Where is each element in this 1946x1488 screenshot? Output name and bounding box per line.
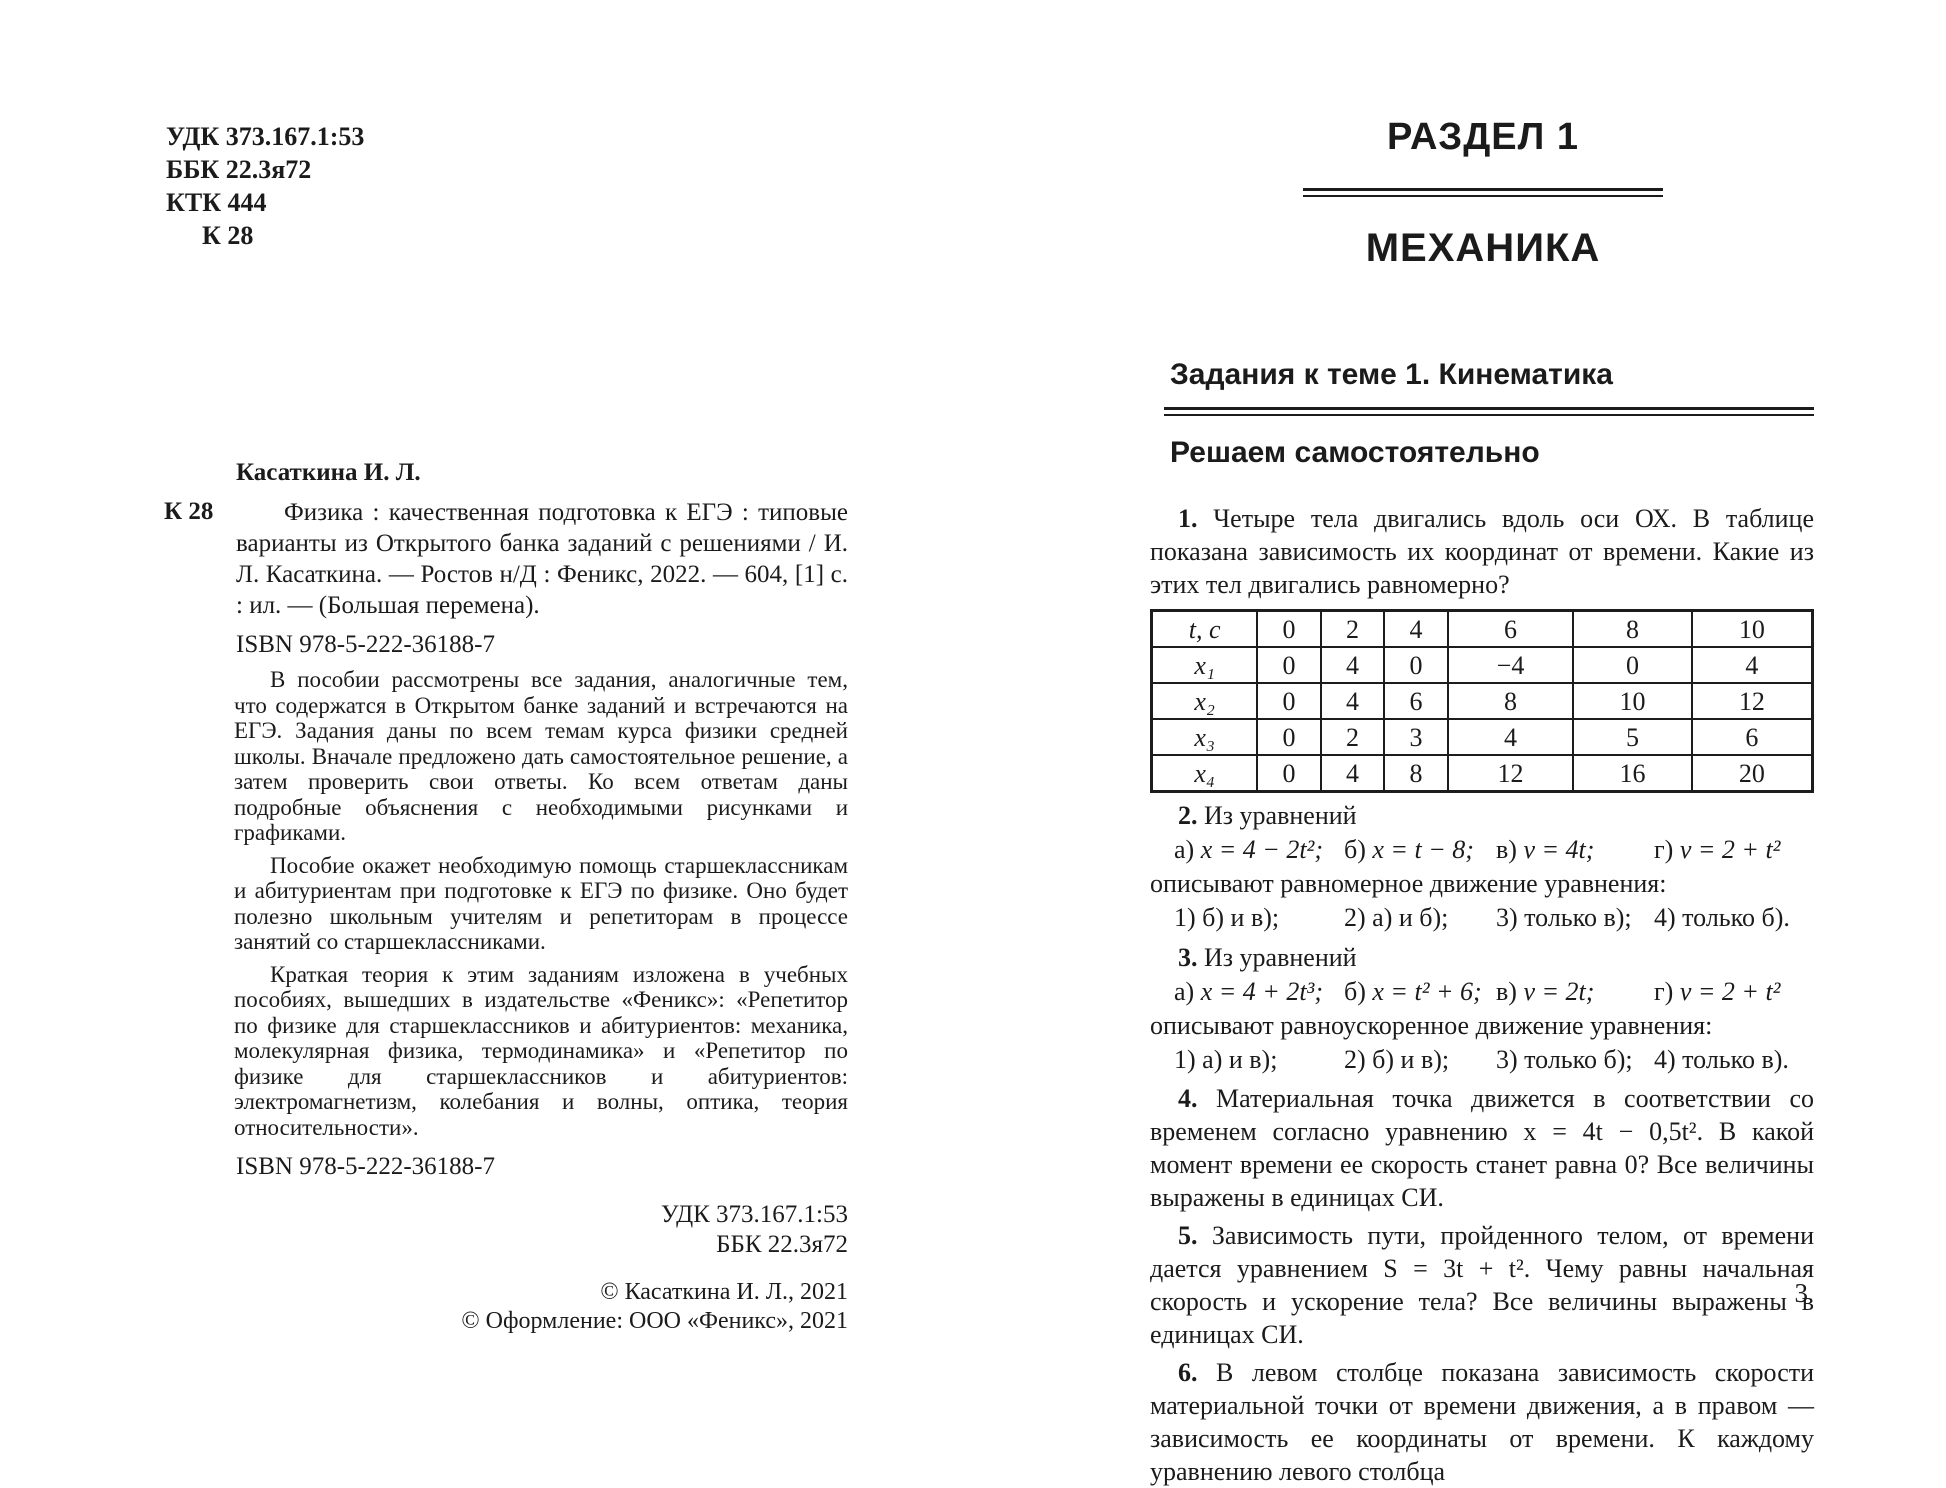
- topic-heading: Задания к теме 1. Кинематика: [1170, 358, 1613, 391]
- problem-3-question: описывают равноускоренное движение уравн…: [1150, 1011, 1713, 1040]
- problem-1-number: 1.: [1178, 504, 1198, 533]
- subheading: Решаем самостоятельно: [1170, 436, 1540, 469]
- answer-option: 1) б) и в);: [1174, 903, 1280, 932]
- table-row: x₃ 0 2 3 4 5 6: [1150, 718, 1814, 756]
- udk-code: УДК 373.167.1:53: [166, 122, 365, 151]
- equation: в) v = 4t;: [1496, 835, 1595, 864]
- answer-option: 4) только б).: [1654, 903, 1790, 932]
- bottom-codes: УДК 373.167.1:53 ББК 22.3я72: [162, 1200, 848, 1260]
- answer-option: 1) а) и в);: [1174, 1045, 1278, 1074]
- problem-5: 5. Зависимость пути, пройденного телом, …: [1150, 1219, 1814, 1351]
- copyright-publisher: © Оформление: ООО «Феникс», 2021: [461, 1308, 848, 1334]
- section-label: РАЗДЕЛ 1: [1386, 116, 1580, 158]
- problem-3-equations: а) x = 4 + 2t³; б) x = t² + 6; в) v = 2t…: [1150, 974, 1814, 1009]
- coordinates-table: t, с 0 2 4 6 8 10 x₁ 0 4 0 −4 0 4: [1150, 609, 1814, 793]
- author-name: Касаткина И. Л.: [236, 459, 421, 486]
- equation: г) v = 2 + t²: [1654, 977, 1781, 1006]
- book-spread: { "left_page": { "codes": { "udk": "УДК …: [162, 0, 1816, 1486]
- table-row: t, с 0 2 4 6 8 10: [1150, 609, 1814, 648]
- equation: в) v = 2t;: [1496, 977, 1595, 1006]
- classification-codes: УДК 373.167.1:53 ББК 22.3я72 КТК 444 К 2…: [166, 120, 364, 252]
- answer-option: 2) а) и б);: [1344, 903, 1449, 932]
- equation: а) x = 4 − 2t²;: [1174, 835, 1324, 864]
- isbn-bottom: ISBN 978-5-222-36188-7: [236, 1153, 496, 1180]
- answer-option: 3) только б);: [1496, 1045, 1633, 1074]
- imprint-block: Касаткина И. Л. К 28 Физика : качественн…: [162, 458, 848, 1336]
- problem-2-question: описывают равномерное движение уравнения…: [1150, 869, 1667, 898]
- annotation-paragraph-3: Краткая теория к этим заданиям изложена …: [234, 961, 848, 1140]
- table-row: x₂ 0 4 6 8 10 12: [1150, 682, 1814, 720]
- copyright-block: © Касаткина И. Л., 2021 © Оформление: ОО…: [162, 1278, 848, 1336]
- problems-list: 1. Четыре тела двигались вдоль оси ОХ. В…: [1150, 497, 1814, 1488]
- equation: а) x = 4 + 2t³;: [1174, 977, 1324, 1006]
- problem-2-equations: а) x = 4 − 2t²; б) x = t − 8; в) v = 4t;…: [1150, 832, 1814, 867]
- problem-3-number: 3.: [1178, 943, 1198, 972]
- page-number: 3: [1794, 1278, 1809, 1308]
- problem-6-text: В левом столбце показана зависимость ско…: [1150, 1358, 1815, 1486]
- problem-4-number: 4.: [1178, 1084, 1198, 1113]
- problem-5-number: 5.: [1178, 1221, 1198, 1250]
- section-title: МЕХАНИКА: [1365, 226, 1601, 270]
- table-row: x₁ 0 4 0 −4 0 4: [1150, 646, 1814, 684]
- left-page: УДК 373.167.1:53 ББК 22.3я72 КТК 444 К 2…: [162, 0, 852, 1381]
- table-row: x₄ 0 4 8 12 16 20: [1150, 754, 1814, 793]
- problem-1-text: Четыре тела двигались вдоль оси ОХ. В та…: [1150, 504, 1814, 599]
- problem-3-intro: 3. Из уравнений: [1178, 943, 1357, 972]
- annotation-paragraph-1: В пособии рассмотрены все задания, анало…: [234, 667, 848, 845]
- answer-option: 4) только в).: [1654, 1045, 1789, 1074]
- problem-2-options: 1) б) и в); 2) а) и б); 3) только в); 4)…: [1150, 900, 1814, 935]
- isbn-top: ISBN 978-5-222-36188-7: [236, 631, 496, 658]
- k28-code: К 28: [202, 221, 254, 250]
- problem-3-options: 1) а) и в); 2) б) и в); 3) только б); 4)…: [1150, 1042, 1814, 1077]
- catalog-entry: К 28 Физика : качественная подготовка к …: [162, 497, 848, 621]
- section-divider: [1303, 188, 1663, 197]
- problem-2-number: 2.: [1178, 801, 1198, 830]
- equation: б) x = t² + 6;: [1344, 977, 1482, 1006]
- problem-6-number: 6.: [1178, 1358, 1198, 1387]
- equation: г) v = 2 + t²: [1654, 835, 1781, 864]
- problem-4-text: Материальная точка движется в соответств…: [1150, 1084, 1814, 1212]
- problem-4: 4. Материальная точка движется в соответ…: [1150, 1082, 1814, 1214]
- annotation-paragraph-2: Пособие окажет необходимую помощь старше…: [234, 852, 848, 955]
- bibliographic-description: Физика : качественная подготовка к ЕГЭ :…: [236, 499, 848, 619]
- topic-divider: [1164, 407, 1814, 416]
- problem-6: 6. В левом столбце показана зависимость …: [1150, 1356, 1814, 1488]
- right-page: РАЗДЕЛ 1 МЕХАНИКА Задания к теме 1. Кине…: [1150, 0, 1816, 1486]
- answer-option: 3) только в);: [1496, 903, 1632, 932]
- udk-bottom: УДК 373.167.1:53: [660, 1201, 848, 1228]
- ktk-code: КТК 444: [166, 188, 267, 217]
- problem-5-text: Зависимость пути, пройденного телом, от …: [1150, 1221, 1814, 1349]
- answer-option: 2) б) и в);: [1344, 1045, 1450, 1074]
- copyright-author: © Касаткина И. Л., 2021: [600, 1279, 848, 1305]
- equation: б) x = t − 8;: [1344, 835, 1474, 864]
- problem-1: 1. Четыре тела двигались вдоль оси ОХ. В…: [1150, 502, 1814, 601]
- problem-2-intro: 2. Из уравнений: [1178, 801, 1357, 830]
- entry-code: К 28: [164, 498, 214, 525]
- bbk-bottom: ББК 22.3я72: [716, 1231, 848, 1258]
- bbk-code: ББК 22.3я72: [166, 155, 312, 184]
